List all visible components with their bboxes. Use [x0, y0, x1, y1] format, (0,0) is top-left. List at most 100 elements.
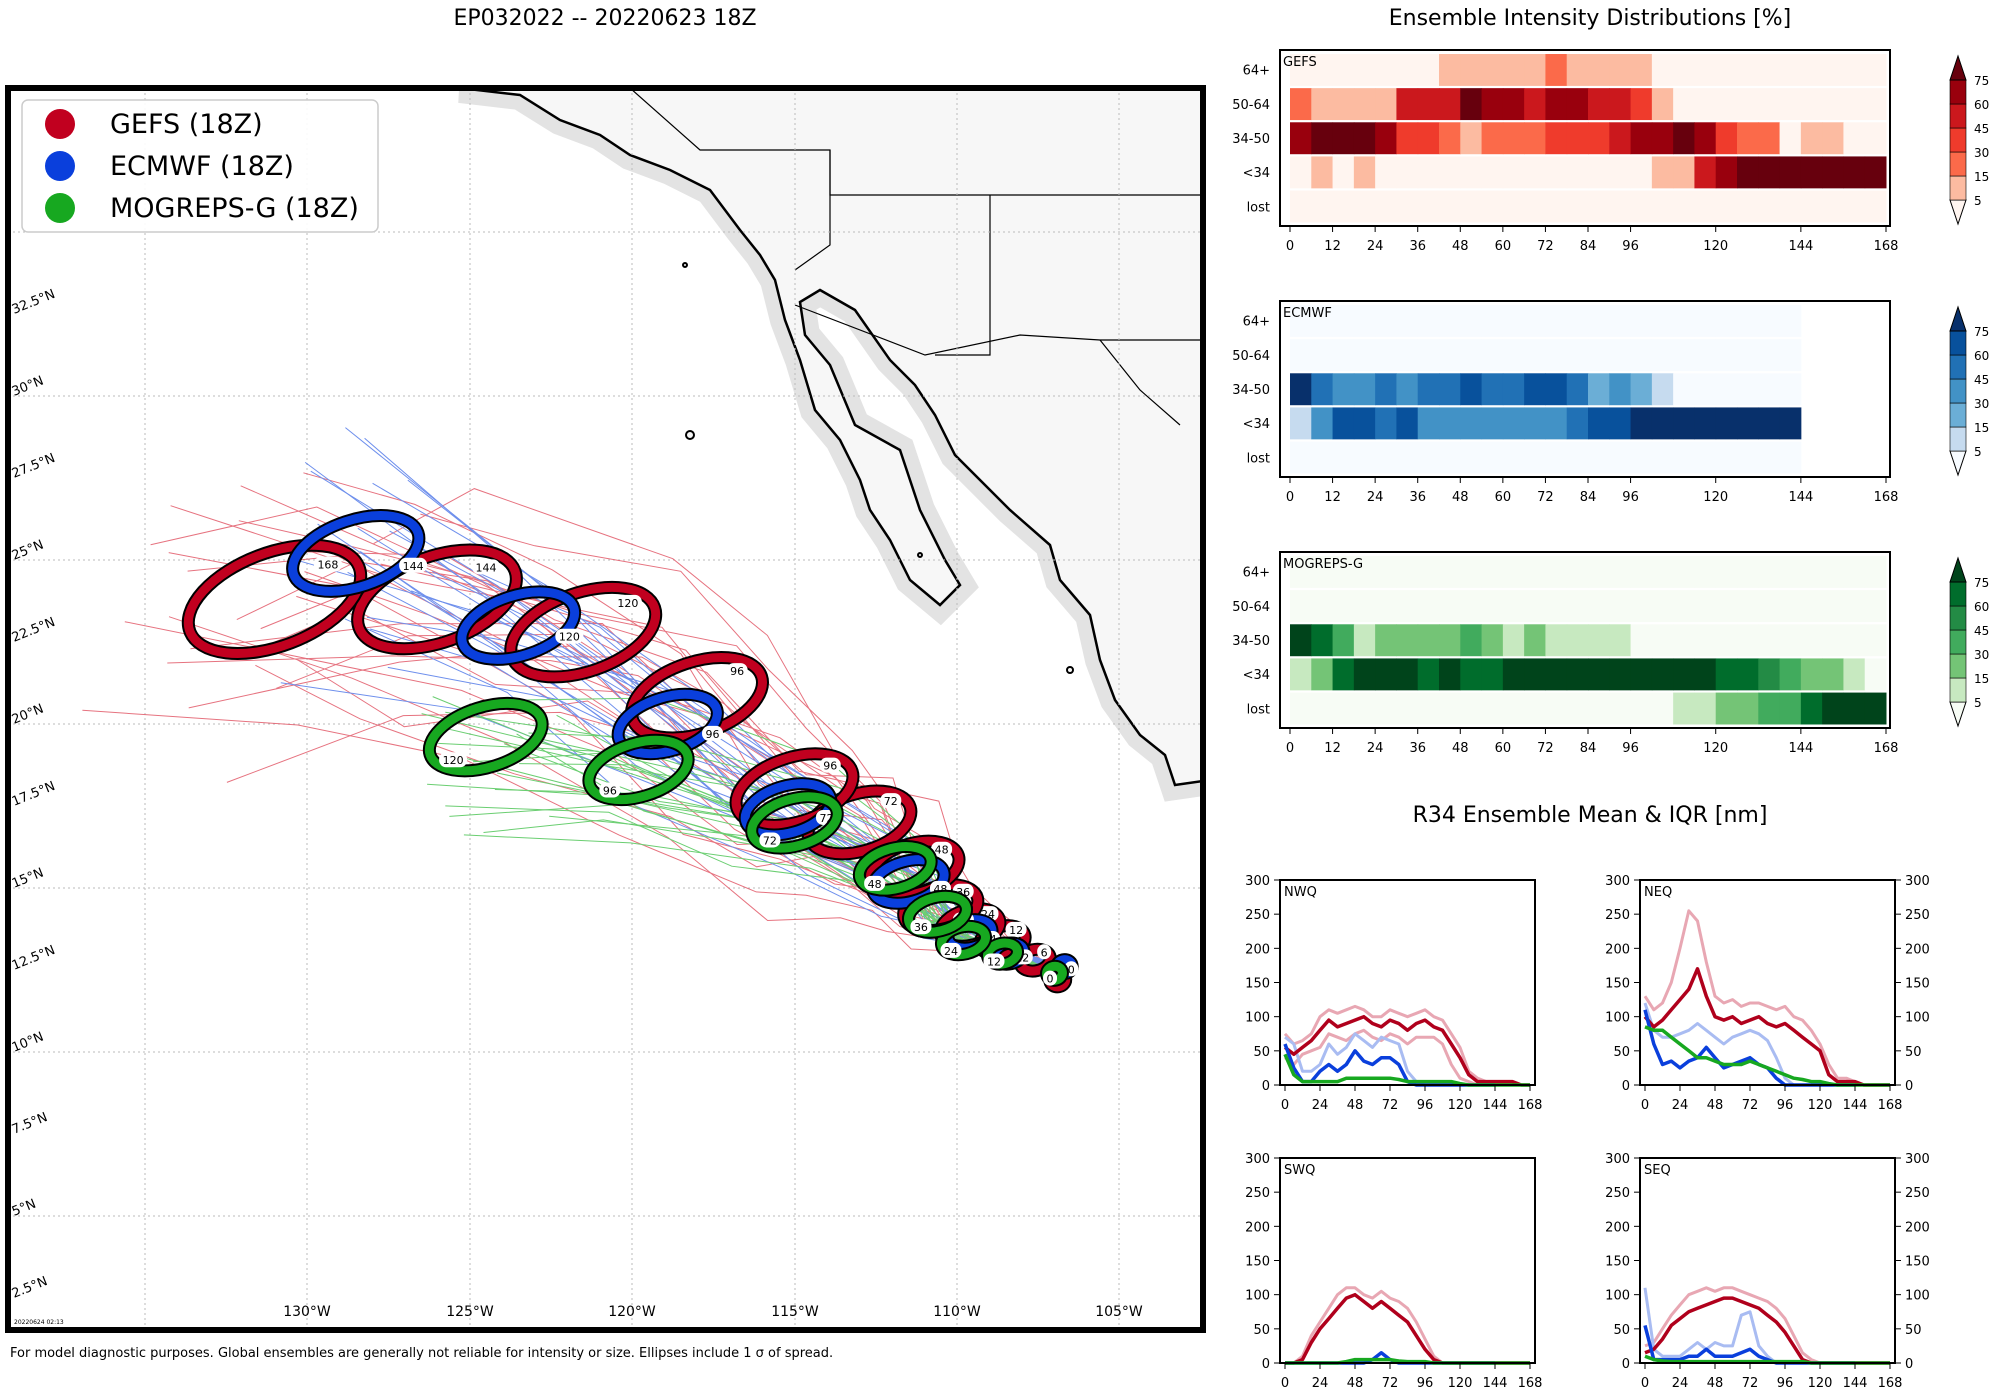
ellipse-hour-label: 0 [1068, 963, 1075, 976]
heatmap-cell [1311, 373, 1334, 406]
heatmap-cell [1460, 556, 1483, 588]
heatmap-x-tick: 60 [1495, 490, 1512, 505]
heatmap-cell [1332, 54, 1355, 86]
heatmap-cell [1694, 305, 1717, 337]
heatmap-cell [1630, 590, 1653, 623]
r34-y-tick: 100 [1605, 1011, 1630, 1026]
heatmap-cell [1439, 692, 1461, 725]
heatmap-cell [1737, 373, 1759, 406]
heatmap-cell [1737, 54, 1759, 86]
heatmap-cell [1311, 692, 1334, 725]
heatmap-cell [1481, 54, 1504, 86]
heatmap-cell [1290, 190, 1312, 223]
ellipse-hour-label: 96 [603, 785, 617, 798]
heatmap-cell [1290, 122, 1312, 155]
heatmap-row-label: lost [1247, 200, 1270, 215]
colorbar-tick: 60 [1974, 98, 1989, 112]
heatmap-cell [1779, 88, 1802, 121]
heatmap-cell [1715, 590, 1738, 623]
heatmap-cell [1524, 441, 1546, 474]
heatmap-cell [1630, 305, 1653, 337]
heatmap-cell [1715, 156, 1738, 189]
heatmap-cell [1715, 54, 1738, 86]
heatmap-x-tick: 12 [1324, 490, 1341, 505]
heatmap-cell [1737, 692, 1759, 725]
r34-x-tick: 24 [1312, 1376, 1329, 1391]
heatmap-cell [1439, 556, 1461, 588]
r34-x-tick: 0 [1281, 1098, 1289, 1113]
ellipse-hour-label: 120 [617, 597, 638, 610]
heatmap-cell [1588, 624, 1610, 657]
heatmap-x-tick: 84 [1580, 741, 1597, 756]
r34-y-tick: 200 [1905, 942, 1930, 957]
heatmap-row-label: <34 [1243, 166, 1270, 181]
heatmap-x-tick: 36 [1409, 741, 1426, 756]
ellipse-label-bg [555, 628, 584, 644]
heatmap-cell [1864, 190, 1887, 223]
lon-label: 105°W [1095, 1304, 1143, 1320]
heatmap-cell [1290, 339, 1312, 372]
heatmap-x-tick: 72 [1537, 741, 1554, 756]
heatmap-cell [1502, 658, 1525, 691]
r34-y-tick: 50 [1613, 1323, 1630, 1338]
heatmap-cell [1481, 190, 1504, 223]
heatmap-cell [1524, 556, 1546, 588]
heatmap-cell [1332, 88, 1355, 121]
heatmap-cell [1332, 590, 1355, 623]
heatmap-cell [1375, 305, 1397, 337]
heatmap-cell [1502, 407, 1525, 440]
r34-series-line [1643, 909, 1890, 1087]
heatmap-cell [1779, 156, 1802, 189]
heatmap-x-tick: 36 [1409, 490, 1426, 505]
heatmap-cell [1481, 556, 1504, 588]
lon-labels: 130°W 125°W 120°W 115°W 110°W 105°W [283, 1304, 1143, 1320]
heatmap-cell [1609, 407, 1632, 440]
heatmap-cell [1524, 590, 1546, 623]
heatmap-cell [1332, 122, 1355, 155]
heatmap-cell [1290, 373, 1312, 406]
r34-panel-seq: SEQ0050501001001501502002002502503003000… [1605, 1152, 1930, 1391]
heatmap-cell [1651, 190, 1674, 223]
heatmap-cell [1715, 339, 1738, 372]
heatmap-cell [1417, 590, 1440, 623]
heatmap-cell [1375, 407, 1397, 440]
heatmap-cell [1502, 373, 1525, 406]
heatmap-cell [1311, 658, 1334, 691]
heatmap-cell [1417, 122, 1440, 155]
heatmap-cell [1673, 88, 1695, 121]
heatmap-cell [1481, 441, 1504, 474]
r34-series-line [1283, 1014, 1530, 1087]
heatmap-cell [1864, 624, 1887, 657]
heatmap-cell [1588, 190, 1610, 223]
heatmap-cell [1439, 190, 1461, 223]
heatmap-cell [1651, 590, 1674, 623]
heatmap-row-label: 64+ [1243, 315, 1270, 330]
heatmap-x-tick: 84 [1580, 490, 1597, 505]
heatmap-cell [1545, 122, 1568, 155]
r34-x-tick: 24 [1672, 1376, 1689, 1391]
colorbar-ecmwf: 5 15 30 45 60 75 [1949, 305, 1989, 477]
heatmap-cell [1417, 407, 1440, 440]
r34-y-tick: 300 [1245, 1152, 1270, 1167]
heatmap-cell [1843, 624, 1866, 657]
heatmap-cell [1651, 692, 1674, 725]
heatmap-cell [1375, 692, 1397, 725]
ellipse-label-bg [599, 782, 621, 798]
track-ellipse-mogreps-g: 72 [745, 790, 844, 855]
heatmap-row-label: 50-64 [1232, 349, 1270, 364]
heatmap-cell [1673, 407, 1695, 440]
heatmap-cell [1311, 556, 1334, 588]
ellipse-hour-label: 96 [706, 728, 720, 741]
heatmap-cell [1864, 590, 1887, 623]
heatmap-cell [1460, 373, 1483, 406]
heatmap-cell [1588, 556, 1610, 588]
heatmap-cell [1566, 407, 1589, 440]
heatmap-x-tick: 168 [1874, 490, 1899, 505]
r34-y-tick: 0 [1622, 1079, 1630, 1094]
heatmap-cell [1588, 156, 1610, 189]
heatmap-cell [1311, 122, 1334, 155]
heatmap-cell [1651, 373, 1674, 406]
heatmap-panel-label: ECMWF [1283, 306, 1332, 321]
heatmap-cell [1311, 407, 1334, 440]
heatmap-cell [1630, 441, 1653, 474]
